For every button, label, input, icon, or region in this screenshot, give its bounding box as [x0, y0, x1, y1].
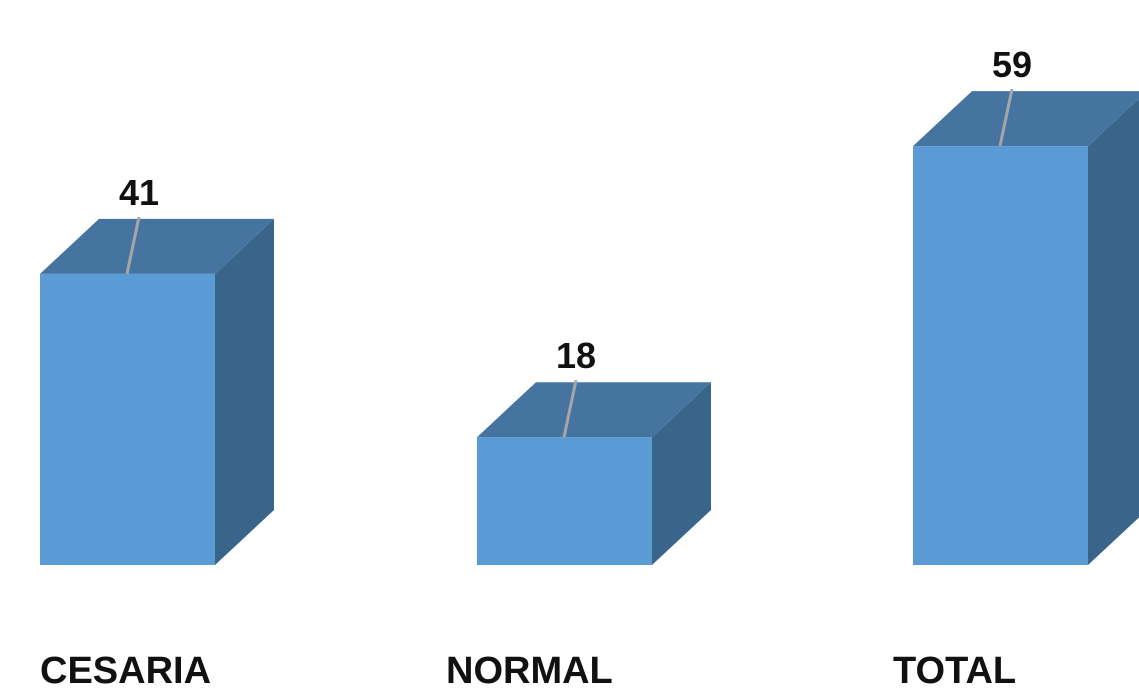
leader-line-normal: [562, 379, 578, 438]
leader-line-cesaria: [125, 216, 141, 275]
data-label-total: 59: [992, 44, 1032, 85]
bar-front-total: [913, 146, 1088, 565]
category-label-cesaria: CESARIA: [40, 650, 211, 691]
bar-normal: [477, 382, 711, 565]
bar-top-total: [913, 91, 1139, 147]
bar-front-cesaria: [40, 273, 215, 565]
data-labels-group: 41 18 59: [119, 44, 1032, 376]
bar-side-cesaria: [215, 218, 274, 565]
bars-group: [40, 91, 1139, 565]
data-label-cesaria: 41: [119, 172, 159, 213]
leader-lines-group: [125, 88, 1014, 438]
category-label-total: TOTAL: [893, 650, 1016, 691]
bar-front-normal: [477, 437, 652, 565]
data-label-normal: 18: [556, 335, 596, 376]
bar-top-normal: [477, 382, 711, 438]
bar-total: [913, 91, 1139, 565]
bar-side-normal: [652, 382, 711, 565]
bar-side-total: [1088, 98, 1139, 565]
bar-top-cesaria: [40, 218, 274, 274]
bar-cesaria: [40, 218, 274, 565]
category-label-normal: NORMAL: [446, 650, 613, 691]
leader-line-total: [998, 88, 1014, 147]
category-labels-group: CESARIA NORMAL TOTAL: [40, 650, 1016, 691]
